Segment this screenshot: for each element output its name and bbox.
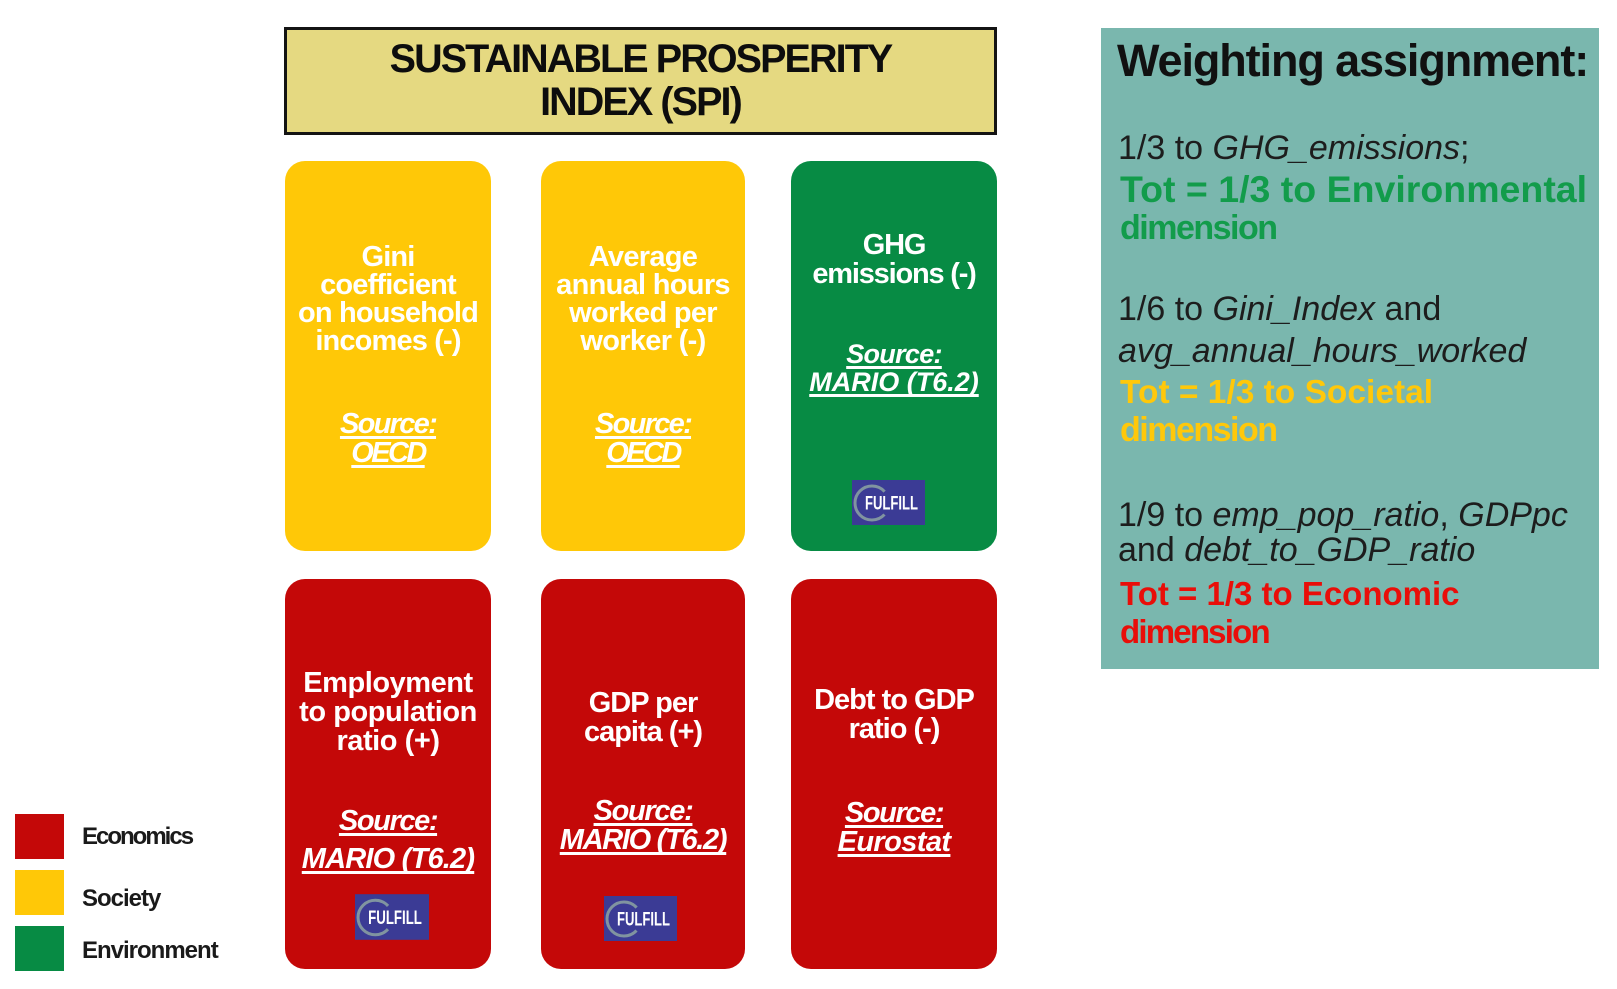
svg-text:FULFILL: FULFILL <box>368 908 422 929</box>
svg-text:FULFILL: FULFILL <box>617 909 670 930</box>
svg-text:FULFILL: FULFILL <box>865 493 918 514</box>
